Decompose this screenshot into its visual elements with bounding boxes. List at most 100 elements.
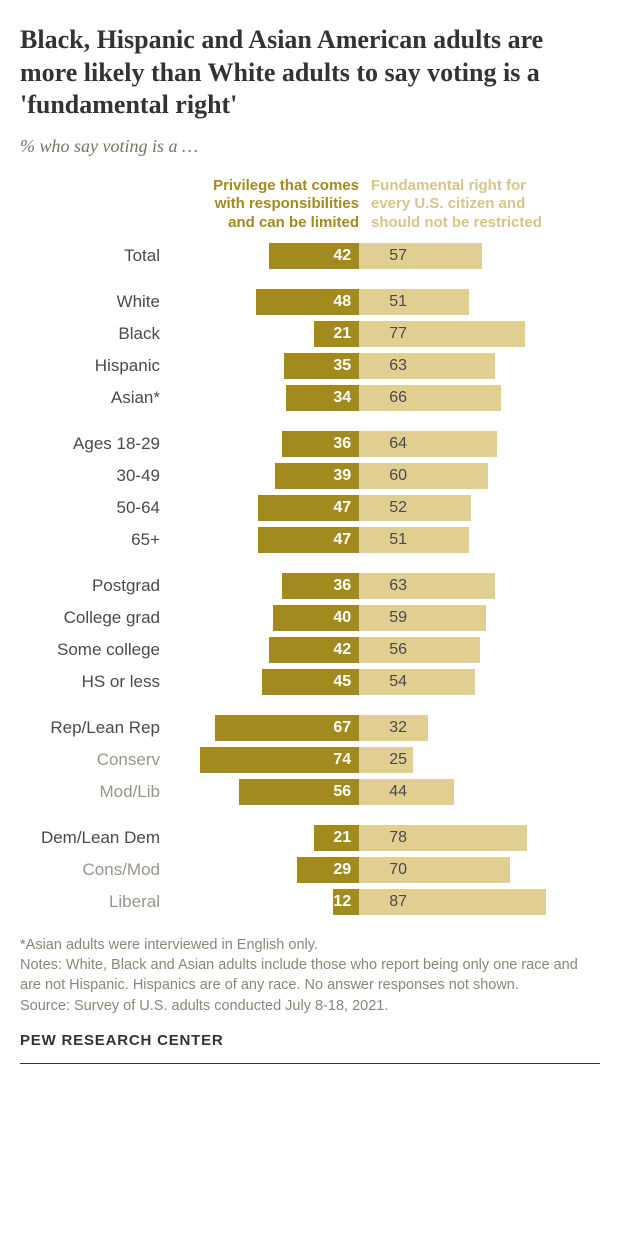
row-label: Dem/Lean Dem	[20, 828, 170, 848]
bar-privilege: 40	[273, 605, 359, 631]
value-right: 56	[359, 641, 407, 659]
bar-container: 2177	[170, 321, 600, 347]
data-row: Hispanic 3563	[20, 351, 600, 381]
value-right: 25	[359, 751, 407, 769]
bar-container: 4059	[170, 605, 600, 631]
row-label: Total	[20, 246, 170, 266]
value-right: 59	[359, 609, 407, 627]
value-privilege: 40	[333, 609, 359, 627]
row-group: Postgrad3663College grad4059Some college…	[20, 571, 600, 697]
value-privilege: 12	[333, 893, 359, 911]
bar-right: 70	[359, 857, 510, 883]
value-privilege: 47	[333, 499, 359, 517]
value-privilege: 39	[333, 467, 359, 485]
note-line: Source: Survey of U.S. adults conducted …	[20, 996, 600, 1016]
bar-right: 56	[359, 637, 479, 663]
row-group: Total 4257	[20, 241, 600, 271]
row-label: Asian*	[20, 388, 170, 408]
diverging-bar-chart: Total4257White4851Black2177Hispanic3563A…	[20, 241, 600, 917]
bar-privilege: 47	[258, 495, 359, 521]
chart-subtitle: % who say voting is a …	[20, 136, 600, 157]
row-label: Cons/Mod	[20, 860, 170, 880]
data-row: 30-493960	[20, 461, 600, 491]
bar-privilege: 48	[256, 289, 359, 315]
data-row: 50-644752	[20, 493, 600, 523]
bar-privilege: 21	[314, 321, 359, 347]
bar-container: 3466	[170, 385, 600, 411]
legend-right: Fundamental right for every U.S. citizen…	[365, 177, 565, 233]
bar-container: 3664	[170, 431, 600, 457]
row-label: Mod/Lib	[20, 782, 170, 802]
value-right: 63	[359, 577, 407, 595]
bar-privilege: 34	[286, 385, 359, 411]
bar-container: 4554	[170, 669, 600, 695]
bar-container: 3663	[170, 573, 600, 599]
note-line: *Asian adults were interviewed in Englis…	[20, 935, 600, 955]
chart-title: Black, Hispanic and Asian American adult…	[20, 24, 600, 122]
row-label: White	[20, 292, 170, 312]
bar-privilege: 45	[262, 669, 359, 695]
bar-container: 1287	[170, 889, 600, 915]
value-right: 64	[359, 435, 407, 453]
row-label: HS or less	[20, 672, 170, 692]
legend-left: Privilege that comes with responsibiliti…	[195, 177, 365, 233]
row-group: Ages 18-29366430-49396050-64475265+4751	[20, 429, 600, 555]
bar-right: 44	[359, 779, 454, 805]
row-label: Hispanic	[20, 356, 170, 376]
data-row: Postgrad3663	[20, 571, 600, 601]
value-privilege: 56	[333, 783, 359, 801]
bar-privilege: 12	[333, 889, 359, 915]
data-row: White 4851	[20, 287, 600, 317]
value-privilege: 74	[333, 751, 359, 769]
row-label: Ages 18-29	[20, 434, 170, 454]
bar-privilege: 35	[284, 353, 359, 379]
row-label: College grad	[20, 608, 170, 628]
data-row: Asian*3466	[20, 383, 600, 413]
row-label: 30-49	[20, 466, 170, 486]
value-right: 87	[359, 893, 407, 911]
bar-right: 51	[359, 527, 469, 553]
source-attribution: PEW RESEARCH CENTER	[20, 1032, 600, 1064]
value-right: 32	[359, 719, 407, 737]
value-privilege: 42	[333, 247, 359, 265]
bar-right: 52	[359, 495, 471, 521]
row-label: Liberal	[20, 892, 170, 912]
value-privilege: 67	[333, 719, 359, 737]
value-right: 54	[359, 673, 407, 691]
data-row: Dem/Lean Dem2178	[20, 823, 600, 853]
chart-notes: *Asian adults were interviewed in Englis…	[20, 935, 600, 1016]
value-privilege: 36	[333, 577, 359, 595]
data-row: Black2177	[20, 319, 600, 349]
bar-container: 2178	[170, 825, 600, 851]
bar-right: 77	[359, 321, 525, 347]
row-label: Black	[20, 324, 170, 344]
value-privilege: 42	[333, 641, 359, 659]
bar-right: 60	[359, 463, 488, 489]
value-right: 51	[359, 531, 407, 549]
bar-container: 4751	[170, 527, 600, 553]
value-right: 70	[359, 861, 407, 879]
data-row: 65+4751	[20, 525, 600, 555]
data-row: Cons/Mod2970	[20, 855, 600, 885]
bar-right: 87	[359, 889, 546, 915]
bar-privilege: 42	[269, 637, 359, 663]
value-privilege: 35	[333, 357, 359, 375]
bar-privilege: 36	[282, 573, 359, 599]
bar-container: 6732	[170, 715, 600, 741]
value-privilege: 34	[333, 389, 359, 407]
bar-right: 78	[359, 825, 527, 851]
bar-right: 51	[359, 289, 469, 315]
bar-right: 57	[359, 243, 482, 269]
bar-container: 2970	[170, 857, 600, 883]
bar-container: 3960	[170, 463, 600, 489]
value-privilege: 45	[333, 673, 359, 691]
value-privilege: 21	[333, 829, 359, 847]
row-label: Rep/Lean Rep	[20, 718, 170, 738]
bar-privilege: 74	[200, 747, 359, 773]
value-right: 63	[359, 357, 407, 375]
row-label: Postgrad	[20, 576, 170, 596]
row-group: Dem/Lean Dem2178Cons/Mod2970Liberal1287	[20, 823, 600, 917]
bar-container: 4256	[170, 637, 600, 663]
data-row: Some college4256	[20, 635, 600, 665]
bar-privilege: 42	[269, 243, 359, 269]
